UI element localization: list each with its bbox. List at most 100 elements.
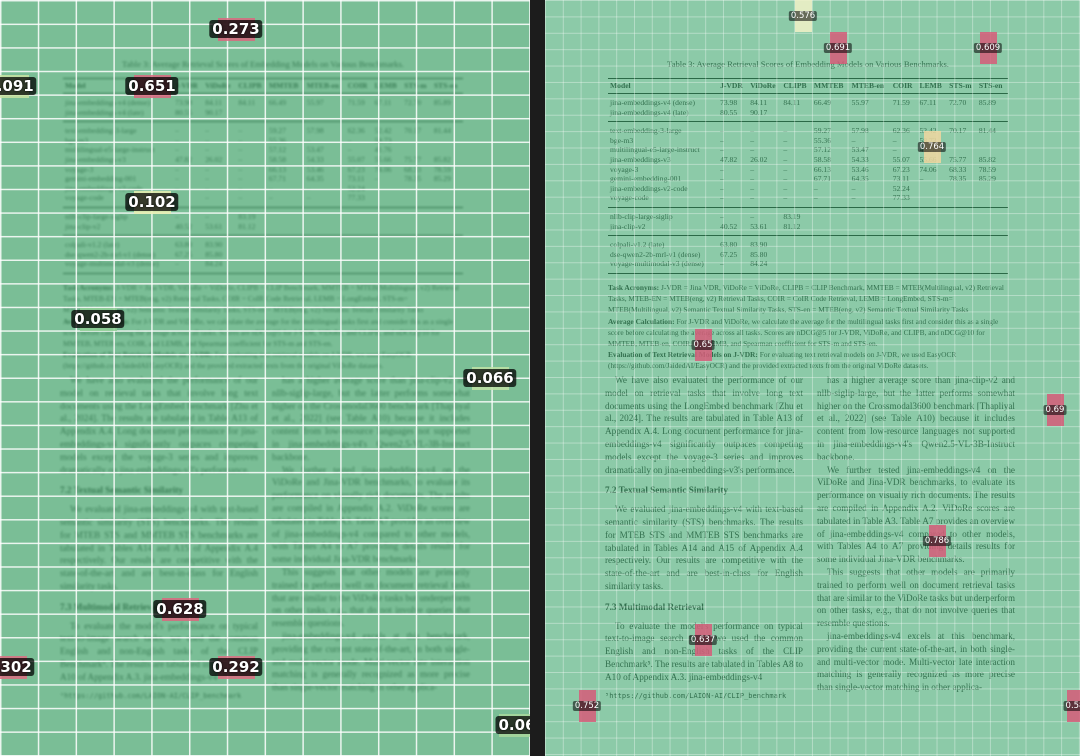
header-cell: STS-en	[976, 78, 1008, 94]
table-cell-empty	[373, 259, 403, 273]
heatmap-panel-coarse: Table 3: Average Retrieval Scores of Emb…	[0, 0, 530, 756]
table-cell-empty	[402, 236, 432, 250]
table-cell: 59.27	[813, 126, 832, 136]
table-cell-empty	[977, 250, 1008, 260]
table-cell: 64.35	[851, 174, 869, 184]
table-row: jina-embeddings-v4 (late) 80.55 90.17	[63, 108, 463, 122]
table-group: text-embedding-3-large – – –59.27 57.98 62.36…	[608, 121, 1008, 208]
table-group: nllb-clip-large-siglip – –83.19 jina-clip-v…	[608, 207, 1008, 235]
table-cell: –	[238, 145, 243, 155]
table-cell: –	[783, 193, 788, 203]
table-cell: –	[750, 211, 754, 221]
table-row: jina-embeddings-v4 (dense) 73.98 84.11 84.1…	[63, 94, 463, 108]
table-cell-empty	[432, 207, 463, 221]
header-row: Model J-VDR ViDoRe CLIPB MMTEB MTEB-en COIR LEM…	[63, 78, 463, 94]
table-cell: nllb-clip-large-siglip	[610, 211, 673, 221]
table-title: Table 3: Average Retrieval Scores of Emb…	[667, 59, 949, 69]
header-cell: MMTEB	[266, 78, 305, 94]
paragraph: We evaluated jina-embeddings-v4 with tex…	[60, 504, 258, 591]
attention-score: 0.628	[153, 600, 207, 618]
table-cell-empty	[402, 222, 432, 236]
table-cell: –	[851, 135, 856, 145]
table-cell: 73.11	[347, 174, 365, 184]
table-cell-empty	[402, 136, 432, 146]
table-cell: 85.80	[750, 249, 768, 259]
table-cell: 47.82	[720, 154, 738, 164]
results-table: Model J-VDR ViDoRe CLIPB MMTEB MTEB-en COIR LEM…	[63, 78, 463, 274]
attention-score: 0.65	[691, 340, 715, 350]
table-cell: jina-clip-v2	[65, 221, 101, 231]
header-cell: COIR	[890, 78, 918, 94]
table-cell: 73.11	[892, 174, 910, 184]
table-cell-empty	[373, 250, 403, 260]
table-cell: 80.55	[720, 107, 738, 117]
table-cell: –	[750, 145, 754, 155]
table-cell: jina-embeddings-v4 (late)	[610, 107, 689, 117]
table-cell: –	[175, 126, 179, 136]
table-cell: 53.47	[306, 145, 324, 155]
table-cell: –	[720, 164, 724, 174]
table-cell: 55.36	[268, 135, 287, 145]
heatmap-panel-fine: Table 3: Average Retrieval Scores of Emb…	[545, 0, 1080, 756]
table-cell-empty	[346, 259, 373, 273]
table-cell: 85.89	[978, 98, 996, 107]
header-cell: STS-m	[947, 78, 977, 94]
table-cell-empty	[236, 108, 267, 122]
table-cell: –	[205, 135, 209, 145]
table-cell-empty	[947, 193, 977, 207]
table-group: jina-embeddings-v4 (dense) 73.98 84.11 84.1…	[63, 93, 463, 122]
table-cell: 55.36	[813, 135, 832, 145]
header-cell: LEMB	[917, 78, 948, 94]
table-row: colpali-v1.2 (late) 63.80 83.90	[608, 236, 1008, 250]
note-label: Evaluation of Text Retrieval Models on J…	[608, 350, 758, 360]
paragraph: This suggests that other models are prim…	[817, 566, 1015, 629]
table-cell-empty	[346, 250, 373, 260]
table-cell-empty	[891, 259, 918, 273]
table-cell-empty	[918, 222, 948, 236]
table-cell: 83.90	[205, 240, 223, 250]
table-cell-empty	[812, 207, 850, 221]
table-cell-empty	[977, 222, 1008, 236]
text-column: We have also evaluated the performance o…	[60, 374, 258, 702]
table-cell-empty	[267, 222, 305, 236]
table-cell-empty	[812, 250, 850, 260]
table-cell: 70.17	[949, 126, 967, 136]
table-cell-empty	[236, 236, 267, 250]
table-cell: 75.77	[949, 154, 967, 164]
table-cell-empty	[402, 193, 432, 207]
table-cell-empty	[305, 108, 346, 122]
table-cell: –	[306, 183, 311, 193]
table-cell: 75.77	[404, 154, 422, 164]
table-cell-empty	[850, 250, 891, 260]
table-row: colpali-v1.2 (late) 63.80 83.90	[63, 236, 463, 250]
table-cell: 90.17	[205, 107, 223, 117]
attention-score: 0.752	[572, 701, 602, 711]
table-cell: –	[175, 174, 179, 184]
table-group: colpali-v1.2 (late) 63.80 83.90 dse-qwen2-2…	[608, 235, 1008, 274]
attention-score: 0.06	[495, 716, 530, 734]
table-cell-empty	[267, 236, 305, 250]
table-cell: 77.33	[892, 193, 910, 203]
table-cell: 83.90	[750, 240, 768, 250]
table-cell: –	[238, 126, 243, 136]
note: Average Calculation: For J-VDR and ViDoR…	[608, 316, 1008, 350]
paragraph: jina-embeddings-v4 excels at this benchm…	[272, 630, 470, 693]
table-row: nllb-clip-large-siglip – –83.19	[63, 207, 463, 221]
table-cell: 85.82	[433, 154, 451, 164]
table-cell: –	[783, 135, 788, 145]
table-cell-empty	[850, 259, 891, 273]
table-cell: –	[783, 154, 788, 164]
table-cell: –	[783, 145, 788, 155]
table-cell: 81.12	[238, 221, 256, 231]
table-cell: 53.46	[851, 164, 869, 174]
attention-score: 0.066	[463, 369, 517, 387]
table-cell-empty	[346, 236, 373, 250]
header-cell: ViDoRe	[203, 78, 237, 94]
table-row: jina-embeddings-v4 (late) 80.55 90.17	[608, 108, 1008, 122]
header-cell: STS-en	[431, 78, 463, 94]
table-cell: 55.66	[374, 154, 392, 164]
table-group: text-embedding-3-large – – –59.27 57.98 62.36…	[63, 121, 463, 208]
table-group: jina-embeddings-v4 (dense) 73.98 84.11 84.1…	[608, 93, 1008, 122]
attention-score: 0.102	[125, 193, 179, 211]
table-cell-empty	[891, 250, 918, 260]
